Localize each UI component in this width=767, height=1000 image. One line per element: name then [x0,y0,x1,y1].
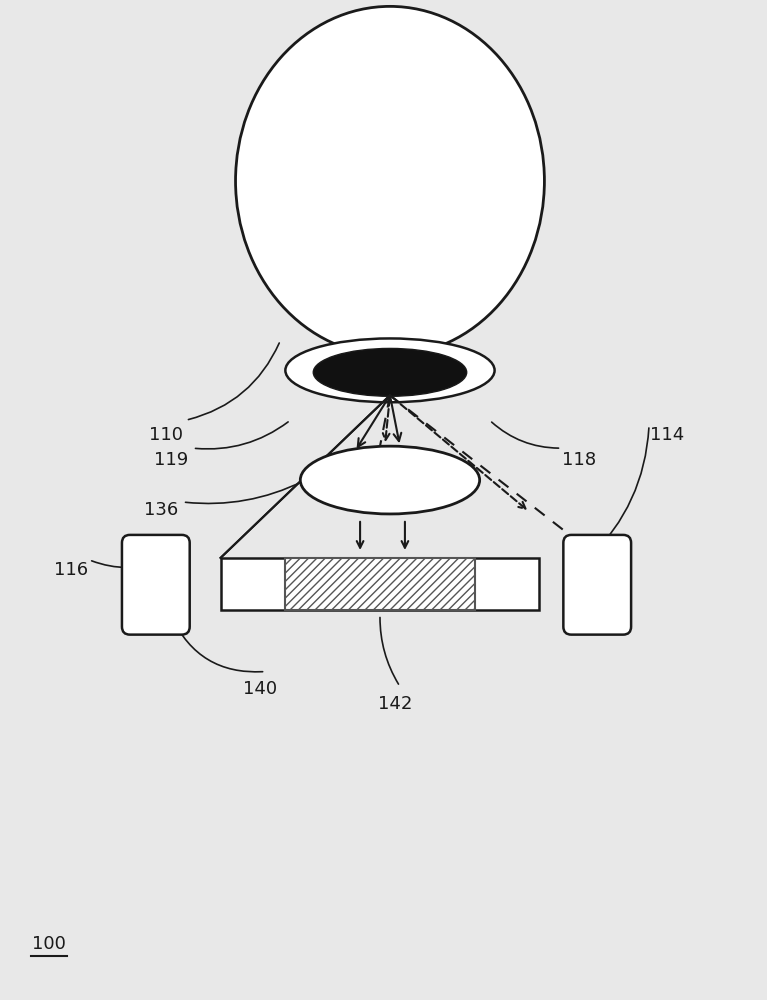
Text: 114: 114 [650,426,684,444]
Ellipse shape [285,338,495,402]
FancyArrowPatch shape [172,617,262,672]
Ellipse shape [235,6,545,355]
FancyArrowPatch shape [492,422,558,448]
Text: 100: 100 [32,935,66,953]
FancyArrowPatch shape [189,343,279,420]
FancyArrowPatch shape [196,422,288,449]
Text: 110: 110 [149,426,183,444]
Text: 119: 119 [153,451,188,469]
Text: 118: 118 [562,451,597,469]
Text: 136: 136 [143,501,178,519]
FancyArrowPatch shape [589,428,649,558]
Text: 142: 142 [378,695,412,713]
Text: 116: 116 [54,561,88,579]
FancyArrowPatch shape [186,481,303,503]
Text: 140: 140 [243,680,278,698]
FancyBboxPatch shape [122,535,189,635]
Bar [285,558,475,610]
Ellipse shape [301,446,479,514]
FancyArrowPatch shape [380,617,399,684]
Ellipse shape [313,348,466,396]
Bar [221,558,539,610]
FancyArrowPatch shape [92,561,163,568]
FancyBboxPatch shape [563,535,631,635]
